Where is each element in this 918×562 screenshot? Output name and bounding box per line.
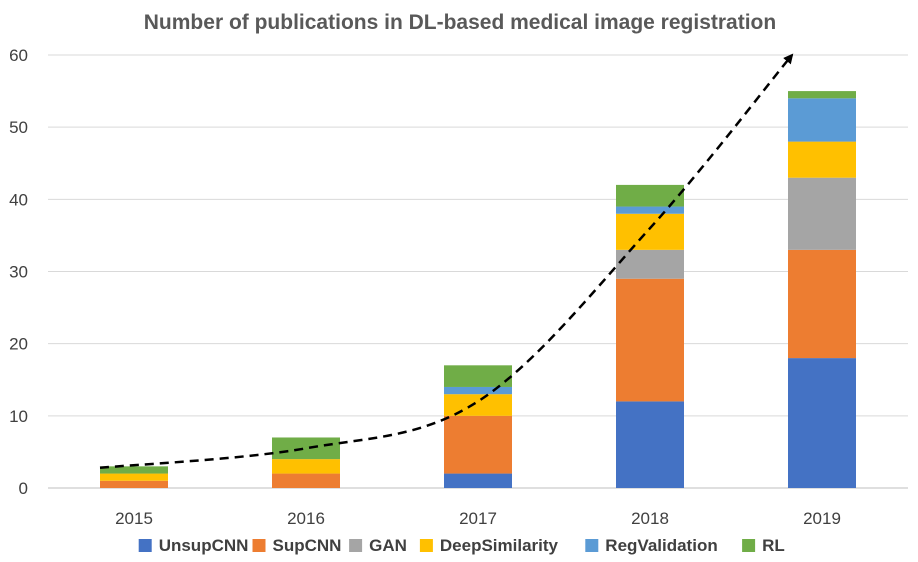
bar-segment-rl-2016 (272, 437, 340, 460)
legend-swatch-unsupcnn (138, 539, 152, 552)
legend-label-gan: GAN (369, 536, 407, 555)
bar-segment-unsupcnn-2019 (788, 358, 856, 488)
x-tick-label-2017: 2017 (459, 509, 497, 528)
bar-segment-deepsimilarity-2017 (444, 394, 512, 416)
y-tick-label: 20 (9, 335, 28, 354)
bar-segment-rl-2019 (788, 91, 856, 99)
bar-segment-deepsimilarity-2016 (272, 459, 340, 474)
bars (100, 91, 856, 488)
bar-segment-gan-2019 (788, 177, 856, 250)
y-tick-label: 10 (9, 407, 28, 426)
y-axis-tick-labels: 0 10 20 30 40 50 60 (9, 46, 28, 498)
bar-segment-supcnn-2018 (616, 278, 684, 402)
bar-segment-deepsimilarity-2018 (616, 213, 684, 250)
legend-label-supcnn: SupCNN (273, 536, 342, 555)
bar-segment-supcnn-2015 (100, 480, 168, 488)
bar-segment-supcnn-2016 (272, 473, 340, 488)
legend-swatch-regvalidation (585, 539, 599, 552)
bar-segment-regvalidation-2017 (444, 386, 512, 395)
x-tick-label-2018: 2018 (631, 509, 669, 528)
legend-label-rl: RL (762, 536, 785, 555)
bar-segment-supcnn-2017 (444, 415, 512, 474)
x-tick-label-2019: 2019 (803, 509, 841, 528)
legend-label-deepsimilarity: DeepSimilarity (440, 536, 559, 555)
bar-segment-supcnn-2019 (788, 249, 856, 359)
y-tick-label: 60 (9, 46, 28, 65)
bar-segment-gan-2018 (616, 249, 684, 279)
bar-segment-deepsimilarity-2019 (788, 141, 856, 178)
legend-swatch-rl (742, 539, 756, 552)
y-tick-label: 50 (9, 118, 28, 137)
bar-segment-unsupcnn-2018 (616, 401, 684, 488)
bar-segment-regvalidation-2018 (616, 206, 684, 214)
bar-segment-rl-2015 (100, 466, 168, 474)
legend-label-unsupcnn: UnsupCNN (159, 536, 249, 555)
legend: UnsupCNN SupCNN GAN DeepSimilarity RegValida… (138, 536, 785, 555)
legend-swatch-gan (349, 539, 363, 552)
legend-swatch-supcnn (252, 539, 266, 552)
gridlines (48, 54, 908, 489)
trend-curve (99, 53, 794, 470)
y-tick-label: 40 (9, 190, 28, 209)
x-tick-label-2015: 2015 (115, 509, 153, 528)
legend-label-regvalidation: RegValidation (605, 536, 717, 555)
y-tick-label: 30 (9, 263, 28, 282)
bar-segment-rl-2018 (616, 184, 684, 207)
x-tick-label-2016: 2016 (287, 509, 325, 528)
bar-segment-rl-2017 (444, 365, 512, 387)
x-axis-tick-labels: 2015 2016 2017 2018 2019 (115, 509, 841, 528)
bar-segment-unsupcnn-2017 (444, 473, 512, 488)
legend-swatch-deepsimilarity (419, 539, 433, 552)
bar-segment-regvalidation-2019 (788, 98, 856, 142)
chart-title: Number of publications in DL-based medic… (144, 11, 776, 34)
y-tick-label: 0 (19, 479, 28, 498)
trend-layer (99, 53, 794, 470)
bar-segment-deepsimilarity-2015 (100, 473, 168, 481)
